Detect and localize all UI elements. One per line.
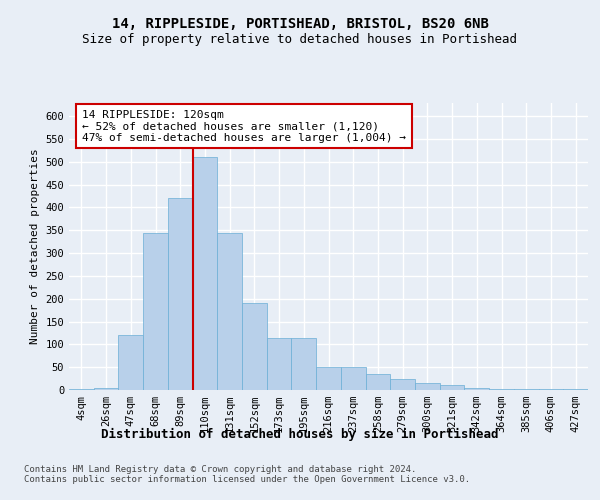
- Bar: [415, 383, 440, 390]
- Bar: [94, 388, 118, 390]
- Bar: [242, 304, 267, 390]
- Bar: [341, 367, 365, 390]
- Bar: [440, 386, 464, 390]
- Text: Distribution of detached houses by size in Portishead: Distribution of detached houses by size …: [101, 428, 499, 440]
- Bar: [69, 389, 94, 390]
- Bar: [217, 232, 242, 390]
- Bar: [193, 158, 217, 390]
- Bar: [539, 389, 563, 390]
- Text: Contains HM Land Registry data © Crown copyright and database right 2024.
Contai: Contains HM Land Registry data © Crown c…: [24, 465, 470, 484]
- Bar: [168, 198, 193, 390]
- Bar: [267, 338, 292, 390]
- Bar: [489, 388, 514, 390]
- Bar: [563, 389, 588, 390]
- Bar: [390, 378, 415, 390]
- Y-axis label: Number of detached properties: Number of detached properties: [30, 148, 40, 344]
- Text: 14, RIPPLESIDE, PORTISHEAD, BRISTOL, BS20 6NB: 14, RIPPLESIDE, PORTISHEAD, BRISTOL, BS2…: [112, 18, 488, 32]
- Bar: [464, 388, 489, 390]
- Bar: [292, 338, 316, 390]
- Text: 14 RIPPLESIDE: 120sqm
← 52% of detached houses are smaller (1,120)
47% of semi-d: 14 RIPPLESIDE: 120sqm ← 52% of detached …: [82, 110, 406, 143]
- Bar: [316, 367, 341, 390]
- Text: Size of property relative to detached houses in Portishead: Size of property relative to detached ho…: [83, 32, 517, 46]
- Bar: [514, 389, 539, 390]
- Bar: [118, 335, 143, 390]
- Bar: [143, 232, 168, 390]
- Bar: [365, 374, 390, 390]
